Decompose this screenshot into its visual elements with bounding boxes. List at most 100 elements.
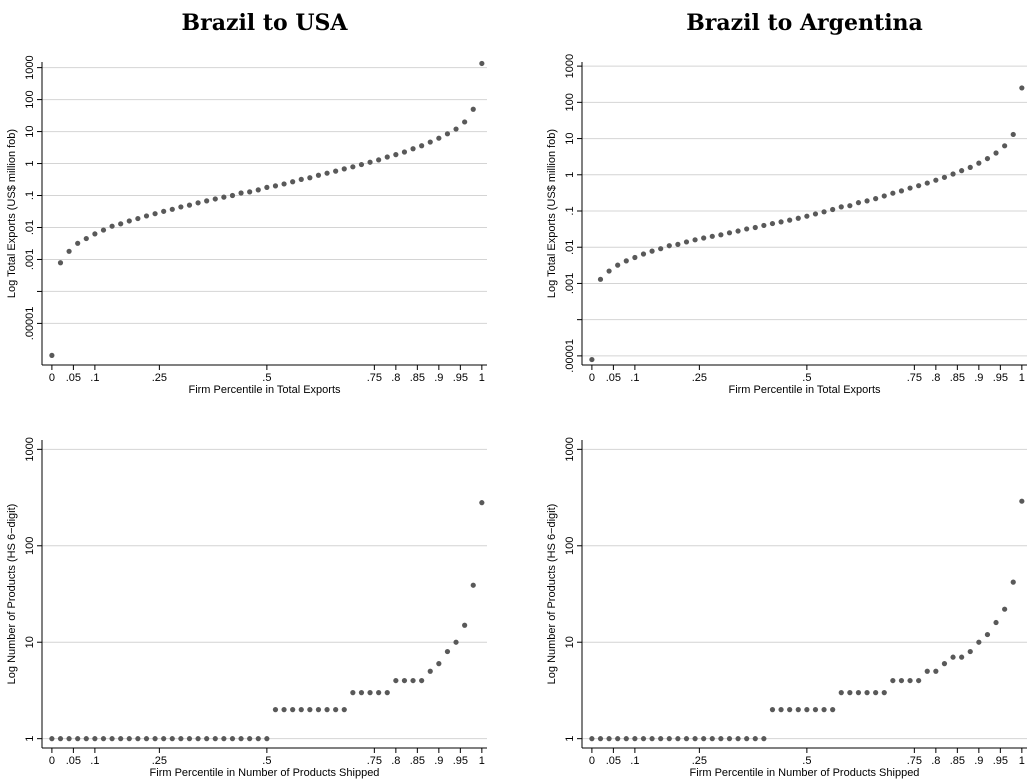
point (967, 164, 973, 170)
x-tick-label: 0 (589, 372, 595, 384)
point (281, 707, 287, 713)
point (384, 154, 390, 160)
point (229, 192, 236, 199)
x-tick-label: .9 (974, 755, 983, 767)
point (118, 221, 124, 227)
y-tick-label: 1000 (564, 437, 576, 461)
x-tick-label: .5 (802, 755, 811, 767)
point (709, 736, 715, 742)
point (315, 172, 322, 178)
point (109, 223, 115, 229)
point (143, 736, 150, 742)
point (401, 677, 408, 684)
x-tick-label: .05 (606, 755, 621, 767)
point (169, 736, 175, 742)
y-tick-label: .00001 (564, 339, 576, 373)
point (795, 707, 801, 713)
point (49, 352, 55, 358)
point (135, 736, 141, 742)
x-tick-label: .25 (692, 755, 707, 767)
x-tick-label: 0 (589, 755, 595, 767)
point (873, 196, 879, 202)
point (393, 677, 399, 684)
point (804, 213, 810, 219)
x-tick-label: .75 (907, 372, 922, 384)
x-tick-label: .5 (262, 372, 271, 384)
x-tick-label: .05 (66, 372, 81, 384)
point (247, 189, 253, 195)
point (984, 155, 991, 162)
point (161, 208, 167, 214)
y-tick-label: 1000 (24, 437, 36, 461)
point (933, 177, 939, 183)
x-tick-label: .95 (993, 372, 1008, 384)
point (384, 690, 390, 696)
point (143, 213, 150, 219)
point (830, 707, 836, 713)
point (976, 160, 982, 166)
point (769, 220, 776, 227)
point (410, 146, 416, 152)
point (135, 215, 141, 222)
point (830, 206, 836, 213)
point (623, 736, 629, 742)
point (649, 248, 655, 254)
point (255, 187, 261, 193)
point (907, 677, 913, 684)
point (333, 707, 339, 713)
point (615, 736, 621, 742)
x-tick-label: .75 (367, 372, 382, 384)
y-tick-label: 100 (564, 537, 576, 555)
point (100, 736, 107, 742)
point (873, 690, 879, 696)
point (367, 690, 373, 696)
point (752, 736, 758, 742)
point (821, 707, 827, 713)
point (735, 228, 741, 234)
point (462, 622, 468, 628)
point (221, 194, 227, 200)
point (75, 240, 81, 246)
point (186, 736, 193, 742)
y-tick-label: 1000 (564, 54, 576, 78)
point (898, 677, 905, 684)
point (709, 233, 715, 239)
point (735, 736, 741, 742)
point (444, 648, 451, 655)
point (238, 190, 244, 196)
point (649, 736, 655, 742)
point (812, 211, 819, 217)
y-axis-label: Log Number of Products (HS 6−digit) (546, 504, 558, 685)
y-tick-label: 1 (564, 736, 576, 742)
point (75, 736, 81, 742)
point (169, 206, 175, 212)
point (358, 690, 365, 696)
point (967, 648, 973, 655)
point (950, 654, 956, 660)
y-tick-label: .00001 (24, 307, 36, 341)
y-tick-label: .1 (564, 206, 576, 215)
point (57, 736, 64, 742)
point (632, 736, 638, 742)
point (924, 668, 930, 674)
point (778, 707, 784, 713)
point (204, 198, 210, 204)
point (126, 218, 132, 224)
point (66, 736, 72, 742)
x-axis-label: Firm Percentile in Number of Products Sh… (150, 767, 380, 779)
chart-title: Brazil to Argentina (686, 10, 923, 36)
point (769, 707, 776, 713)
y-tick-label: .01 (24, 220, 36, 235)
point (916, 677, 922, 684)
point (959, 654, 965, 660)
x-tick-label: 0 (49, 755, 55, 767)
x-tick-label: .85 (950, 372, 965, 384)
point (744, 736, 750, 742)
point (907, 185, 913, 191)
point (606, 268, 612, 274)
point (726, 736, 733, 742)
point (847, 690, 853, 696)
x-tick-label: 1 (1019, 372, 1025, 384)
point (924, 180, 930, 186)
